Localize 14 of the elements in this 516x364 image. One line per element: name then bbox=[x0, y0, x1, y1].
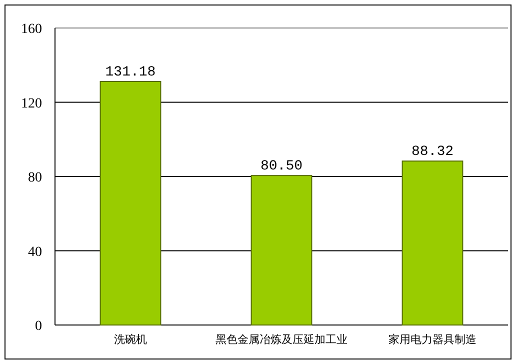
y-tick-label: 160 bbox=[21, 22, 42, 37]
bar bbox=[250, 175, 312, 326]
x-tick-label: 洗碗机 bbox=[114, 333, 147, 346]
bar bbox=[100, 80, 162, 326]
y-tick-label: 80 bbox=[28, 170, 42, 186]
y-tick-label: 120 bbox=[21, 96, 42, 112]
data-label: 88.32 bbox=[411, 144, 454, 160]
x-tick-label: 家用电力器具制造 bbox=[388, 333, 476, 346]
y-tick-label: 40 bbox=[28, 244, 42, 260]
bar bbox=[402, 160, 464, 326]
x-tick-label: 黑色金属冶炼及压延加工业 bbox=[216, 333, 348, 346]
data-label: 80.50 bbox=[260, 158, 303, 175]
y-tick-label: 0 bbox=[35, 319, 42, 334]
data-label: 131.18 bbox=[105, 64, 156, 80]
